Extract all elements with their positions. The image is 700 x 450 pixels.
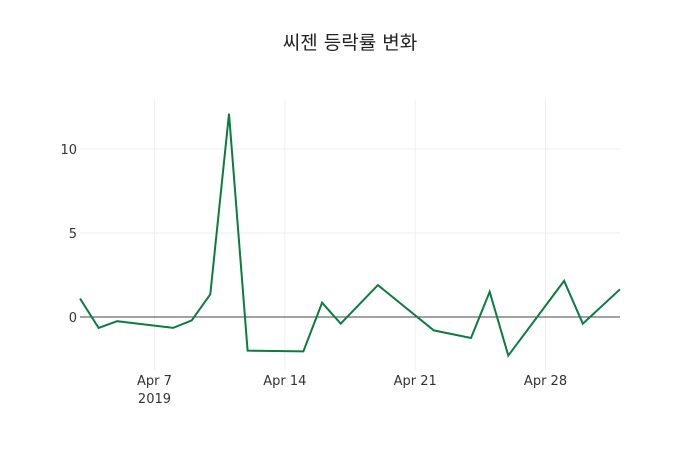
y-axis-ticks: 0 5 10 [60,143,77,326]
series-line [79,113,621,358]
y-tick-label: 5 [69,227,77,242]
x-tick-label: Apr 7 [137,374,172,389]
x-tick-label: Apr 14 [263,374,306,389]
y-tick-label: 10 [60,143,77,158]
y-tick-label: 0 [69,311,77,326]
x-axis-ticks: Apr 7 2019 Apr 14 Apr 21 Apr 28 [137,374,567,407]
x-tick-year-label: 2019 [138,392,171,407]
chart-title: 씨젠 등락률 변화 [282,32,418,54]
gridlines [80,100,620,370]
x-tick-label: Apr 21 [394,374,437,389]
x-tick-label: Apr 28 [524,374,567,389]
